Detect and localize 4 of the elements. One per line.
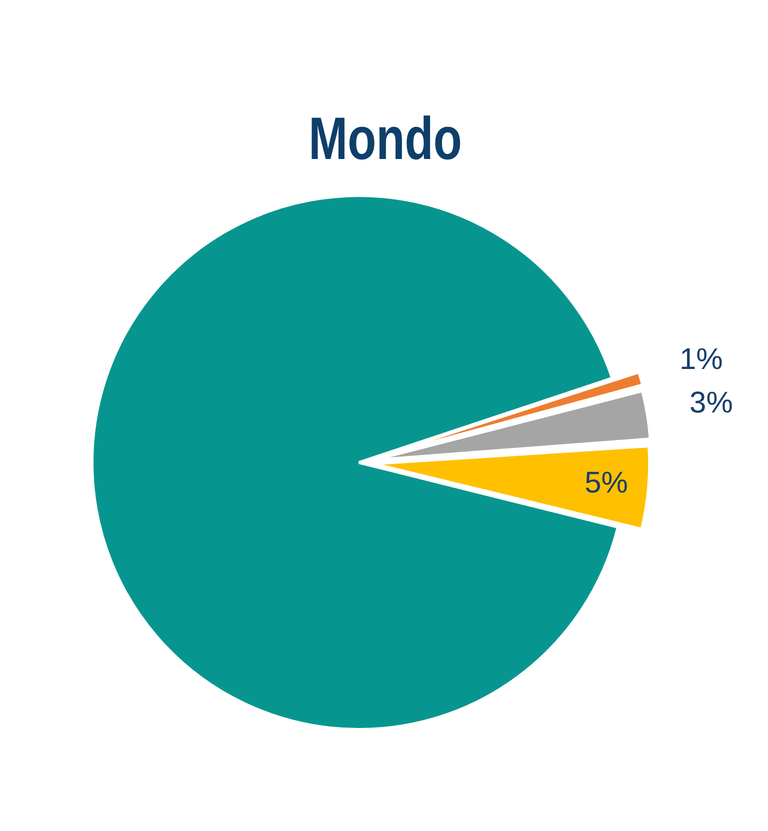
data-label: 5%: [584, 466, 628, 500]
data-label: 1%: [679, 342, 723, 376]
data-label: 3%: [690, 386, 733, 420]
chart-title: Mondo: [308, 105, 462, 172]
